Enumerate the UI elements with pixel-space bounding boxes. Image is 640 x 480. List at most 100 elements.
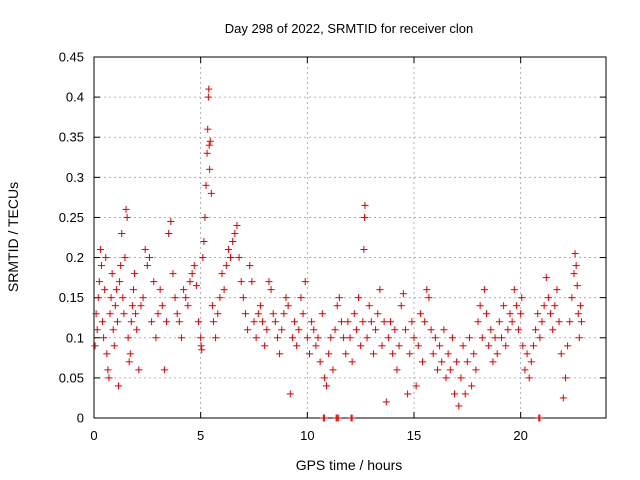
data-point xyxy=(363,334,371,342)
data-point xyxy=(167,217,175,225)
data-point xyxy=(293,342,301,350)
data-point xyxy=(244,326,252,334)
data-point xyxy=(156,286,164,294)
data-point xyxy=(206,137,214,145)
data-point xyxy=(254,310,262,318)
data-point xyxy=(335,294,343,302)
data-point xyxy=(320,374,328,382)
chart-title: Day 298 of 2022, SRMTID for receiver clo… xyxy=(225,21,474,36)
data-point xyxy=(576,302,584,310)
x-tick-label: 10 xyxy=(300,428,314,443)
data-point xyxy=(205,85,213,93)
data-point xyxy=(544,294,552,302)
data-point xyxy=(421,318,429,326)
data-point xyxy=(158,302,166,310)
data-point xyxy=(235,254,243,262)
data-point xyxy=(352,326,360,334)
data-point xyxy=(96,246,104,254)
data-point xyxy=(561,374,569,382)
data-point xyxy=(337,318,345,326)
data-point xyxy=(463,358,471,366)
data-point xyxy=(391,326,399,334)
data-point xyxy=(465,334,473,342)
y-tick-label: 0.2 xyxy=(66,250,84,265)
data-point xyxy=(124,334,132,342)
y-tick-label: 0.1 xyxy=(66,330,84,345)
data-point xyxy=(350,310,358,318)
data-point xyxy=(291,318,299,326)
data-point xyxy=(116,278,124,286)
data-point xyxy=(451,390,459,398)
y-tick-label: 0.3 xyxy=(66,170,84,185)
data-point xyxy=(209,318,217,326)
y-tick-label: 0.25 xyxy=(59,210,84,225)
data-point xyxy=(120,310,128,318)
data-point xyxy=(173,310,181,318)
data-point xyxy=(128,302,136,310)
data-point xyxy=(559,394,567,402)
data-point xyxy=(346,334,354,342)
data-point xyxy=(468,382,476,390)
data-point xyxy=(132,310,140,318)
data-point xyxy=(117,262,125,270)
data-point xyxy=(145,254,153,262)
data-point xyxy=(204,125,212,133)
data-point xyxy=(127,318,135,326)
data-point xyxy=(433,366,441,374)
data-point xyxy=(171,294,179,302)
data-point xyxy=(573,282,581,290)
data-point xyxy=(190,262,198,270)
data-point xyxy=(284,302,292,310)
data-point xyxy=(205,141,213,149)
data-point xyxy=(278,326,286,334)
data-point xyxy=(367,318,375,326)
data-point xyxy=(361,213,369,221)
data-point xyxy=(442,374,450,382)
data-point xyxy=(197,334,205,342)
data-point xyxy=(201,213,209,221)
data-point xyxy=(359,318,367,326)
data-point xyxy=(152,334,160,342)
data-point xyxy=(93,326,101,334)
y-tick-label: 0.4 xyxy=(66,90,84,105)
data-point xyxy=(112,286,120,294)
data-point xyxy=(519,342,527,350)
data-point xyxy=(248,278,256,286)
data-point xyxy=(133,326,141,334)
data-point xyxy=(378,342,386,350)
data-point xyxy=(297,294,305,302)
data-point xyxy=(500,302,508,310)
data-point xyxy=(515,326,523,334)
data-point xyxy=(376,286,384,294)
data-point xyxy=(269,310,277,318)
data-point xyxy=(459,342,467,350)
data-point xyxy=(121,254,129,262)
data-point xyxy=(113,318,121,326)
data-point xyxy=(303,334,311,342)
data-point xyxy=(453,358,461,366)
data-point xyxy=(344,318,352,326)
x-tick-label: 5 xyxy=(197,428,204,443)
x-axis-label: GPS time / hours xyxy=(296,457,403,473)
data-point xyxy=(220,286,228,294)
data-point xyxy=(406,350,414,358)
data-point xyxy=(510,286,518,294)
data-point xyxy=(199,254,207,262)
data-point xyxy=(404,390,412,398)
data-point xyxy=(104,366,112,374)
y-tick-label: 0.15 xyxy=(59,290,84,305)
data-point xyxy=(497,334,505,342)
data-point xyxy=(160,366,168,374)
data-point xyxy=(372,326,380,334)
data-point xyxy=(568,294,576,302)
data-point xyxy=(369,350,377,358)
data-point xyxy=(502,342,510,350)
data-point xyxy=(361,201,369,209)
data-point xyxy=(478,334,486,342)
data-point xyxy=(102,254,110,262)
data-point xyxy=(534,310,542,318)
data-point xyxy=(448,334,456,342)
data-point xyxy=(532,326,540,334)
data-point xyxy=(259,318,267,326)
data-point xyxy=(472,366,480,374)
